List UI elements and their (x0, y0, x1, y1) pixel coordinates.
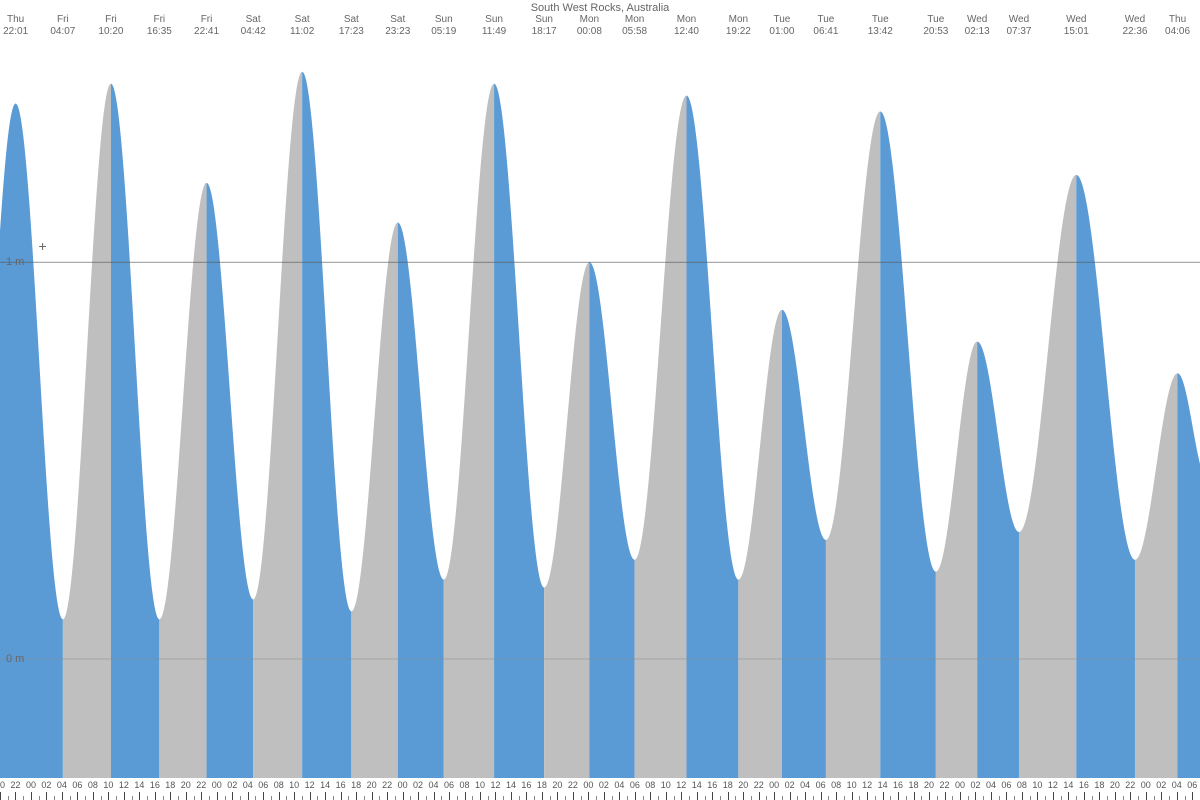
x-hour-label: 14 (692, 780, 702, 790)
x-hour-label: 02 (599, 780, 609, 790)
x-hour-label: 20 (367, 780, 377, 790)
x-hour-label: 22 (754, 780, 764, 790)
x-hour-label: 06 (1001, 780, 1011, 790)
x-hour-label: 20 (552, 780, 562, 790)
x-hour-label: 02 (970, 780, 980, 790)
tide-chart: South West Rocks, Australia Thu22:01Fri0… (0, 0, 1200, 800)
x-hour-label: 08 (645, 780, 655, 790)
x-hour-label: 14 (134, 780, 144, 790)
x-hour-label: 10 (847, 780, 857, 790)
x-hour-label: 16 (1079, 780, 1089, 790)
x-hour-label: 10 (1032, 780, 1042, 790)
x-hour-label: 14 (878, 780, 888, 790)
x-hour-label: 20 (738, 780, 748, 790)
x-hour-label: 04 (614, 780, 624, 790)
x-hour-label: 04 (57, 780, 67, 790)
x-hour-label: 12 (305, 780, 315, 790)
x-hour-label: 02 (785, 780, 795, 790)
x-hour-label: 04 (429, 780, 439, 790)
x-hour-label: 00 (769, 780, 779, 790)
x-hour-label: 00 (212, 780, 222, 790)
x-hour-label: 16 (893, 780, 903, 790)
x-hour-label: 08 (831, 780, 841, 790)
x-hour-label: 10 (289, 780, 299, 790)
x-hour-label: 16 (150, 780, 160, 790)
x-hour-label: 18 (909, 780, 919, 790)
x-hour-label: 02 (413, 780, 423, 790)
x-hour-label: 22 (1125, 780, 1135, 790)
x-hour-label: 10 (475, 780, 485, 790)
x-hour-label: 20 (1110, 780, 1120, 790)
x-hour-label: 06 (816, 780, 826, 790)
x-hour-label: 18 (723, 780, 733, 790)
x-hour-label: 10 (103, 780, 113, 790)
x-hour-label: 06 (1187, 780, 1197, 790)
x-hour-label: 12 (862, 780, 872, 790)
x-hour-label: 06 (444, 780, 454, 790)
x-hour-label: 04 (243, 780, 253, 790)
x-hour-label: 22 (568, 780, 578, 790)
x-hour-label: 14 (506, 780, 516, 790)
x-hour-label: 06 (630, 780, 640, 790)
x-hour-label: 08 (274, 780, 284, 790)
x-hour-label: 18 (537, 780, 547, 790)
x-hour-label: 00 (1141, 780, 1151, 790)
x-hour-label: 14 (1063, 780, 1073, 790)
y-axis-label: 1 m (6, 256, 24, 268)
x-hour-label: 02 (227, 780, 237, 790)
x-hour-label: 06 (72, 780, 82, 790)
x-hour-label: 08 (1017, 780, 1027, 790)
x-hour-label: 12 (1048, 780, 1058, 790)
x-hour-label: 10 (661, 780, 671, 790)
x-hour-label: 02 (1156, 780, 1166, 790)
x-axis-ticks: 20 22 00 02 04 06 08 10 12 14 16 18 20 22 00 02 04 06 08 10… (0, 778, 1200, 800)
tide-plot-svg (0, 0, 1200, 800)
x-hour-label: 02 (41, 780, 51, 790)
x-hour-label: 12 (676, 780, 686, 790)
x-hour-label: 16 (336, 780, 346, 790)
x-hour-label: 18 (1094, 780, 1104, 790)
x-hour-label: 00 (26, 780, 36, 790)
x-hour-label: 18 (351, 780, 361, 790)
x-hour-label: 16 (521, 780, 531, 790)
x-hour-label: 12 (490, 780, 500, 790)
x-hour-label: 06 (258, 780, 268, 790)
x-hour-label: 20 (0, 780, 5, 790)
x-hour-label: 14 (320, 780, 330, 790)
x-hour-label: 16 (707, 780, 717, 790)
x-hour-label: 08 (460, 780, 470, 790)
x-hour-label: 22 (196, 780, 206, 790)
x-hour-label: 04 (986, 780, 996, 790)
x-hour-label: 20 (924, 780, 934, 790)
x-hour-label: 18 (165, 780, 175, 790)
x-hour-label: 20 (181, 780, 191, 790)
x-hour-label: 22 (382, 780, 392, 790)
y-axis-label: 0 m (6, 653, 24, 665)
crosshair-icon: + (38, 239, 46, 253)
x-hour-label: 00 (398, 780, 408, 790)
x-hour-label: 04 (800, 780, 810, 790)
x-hour-label: 00 (955, 780, 965, 790)
x-hour-label: 00 (583, 780, 593, 790)
x-hour-label: 12 (119, 780, 129, 790)
x-hour-label: 08 (88, 780, 98, 790)
x-hour-label: 04 (1172, 780, 1182, 790)
x-hour-label: 22 (940, 780, 950, 790)
x-hour-label: 22 (10, 780, 20, 790)
